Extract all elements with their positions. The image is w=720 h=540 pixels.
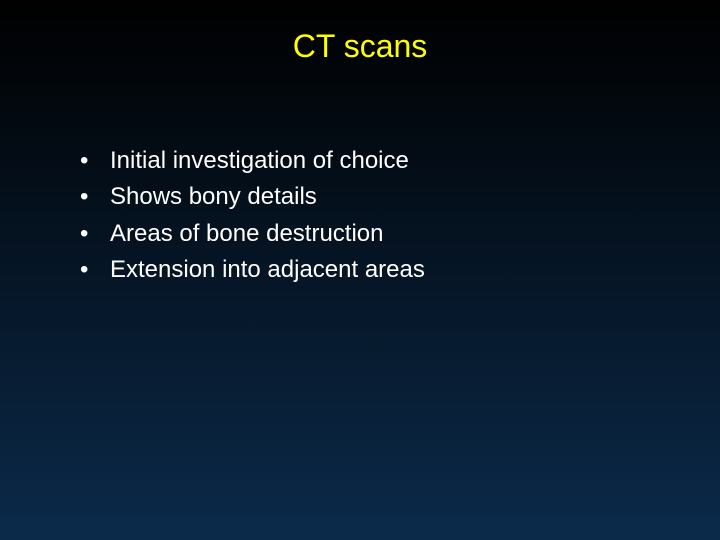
bullet-text: Areas of bone destruction [110, 220, 384, 247]
list-item: Initial investigation of choice [80, 145, 670, 177]
list-item: Shows bony details [80, 181, 670, 213]
list-item: Areas of bone destruction [80, 218, 670, 250]
bullet-text: Initial investigation of choice [110, 147, 409, 174]
slide: CT scans Initial investigation of choice… [0, 0, 720, 540]
bullet-list: Initial investigation of choice Shows bo… [50, 145, 670, 287]
bullet-text: Shows bony details [110, 183, 317, 210]
bullet-text: Extension into adjacent areas [110, 256, 425, 283]
list-item: Extension into adjacent areas [80, 254, 670, 286]
slide-title: CT scans [50, 28, 670, 65]
